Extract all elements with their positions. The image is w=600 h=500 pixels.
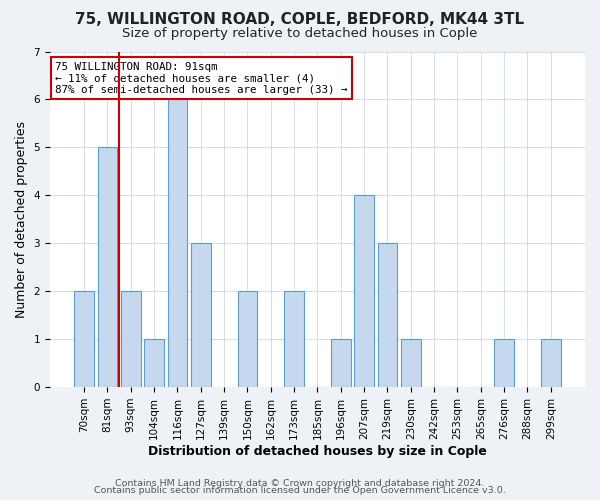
Bar [284, 291, 304, 387]
Bar [401, 339, 421, 387]
Bar [144, 339, 164, 387]
Text: 75 WILLINGTON ROAD: 91sqm
← 11% of detached houses are smaller (4)
87% of semi-d: 75 WILLINGTON ROAD: 91sqm ← 11% of detac… [55, 62, 348, 95]
Bar [167, 100, 187, 387]
Text: Size of property relative to detached houses in Cople: Size of property relative to detached ho… [122, 28, 478, 40]
Y-axis label: Number of detached properties: Number of detached properties [15, 121, 28, 318]
Text: 75, WILLINGTON ROAD, COPLE, BEDFORD, MK44 3TL: 75, WILLINGTON ROAD, COPLE, BEDFORD, MK4… [76, 12, 524, 28]
Text: Contains public sector information licensed under the Open Government Licence v3: Contains public sector information licen… [94, 486, 506, 495]
Bar [494, 339, 514, 387]
Bar [541, 339, 560, 387]
Bar [238, 291, 257, 387]
X-axis label: Distribution of detached houses by size in Cople: Distribution of detached houses by size … [148, 444, 487, 458]
Bar [354, 196, 374, 387]
Bar [121, 291, 141, 387]
Bar [377, 244, 397, 387]
Bar [191, 244, 211, 387]
Text: Contains HM Land Registry data © Crown copyright and database right 2024.: Contains HM Land Registry data © Crown c… [115, 478, 485, 488]
Bar [98, 148, 118, 387]
Bar [331, 339, 350, 387]
Bar [74, 291, 94, 387]
